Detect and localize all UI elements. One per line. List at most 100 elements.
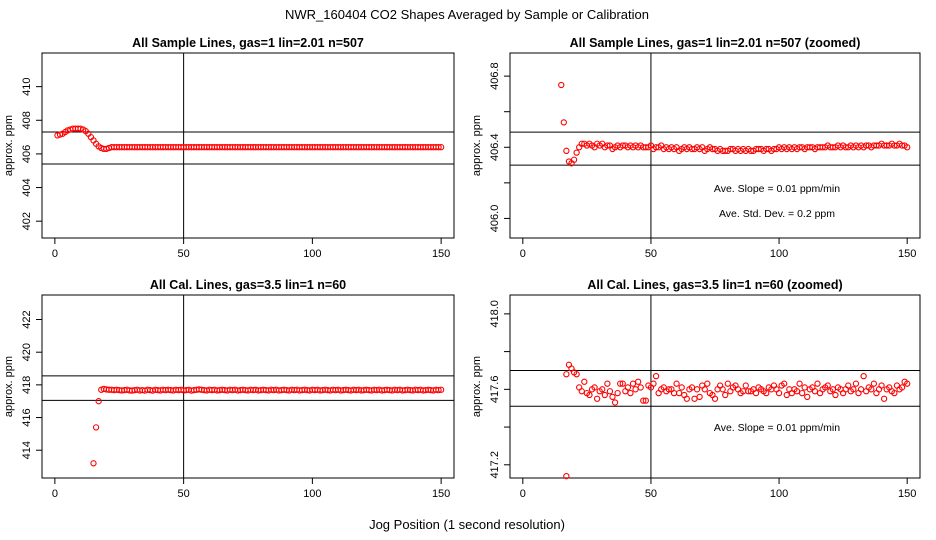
data-point — [824, 382, 831, 389]
data-point — [665, 386, 673, 393]
data-point — [604, 142, 611, 149]
data-point — [586, 391, 593, 399]
x-tick-label: 50 — [178, 248, 190, 260]
data-point — [868, 386, 875, 393]
data-point — [581, 378, 588, 385]
panels: All Sample Lines, gas=1 lin=2.01 n=507 0 5… — [3, 36, 921, 500]
data-point — [696, 393, 703, 401]
data-point — [829, 386, 837, 393]
data-point — [860, 372, 867, 380]
data-point — [904, 144, 911, 151]
data-point — [624, 384, 632, 391]
y-axis-label: approx. ppm — [471, 115, 483, 176]
y-tick-label: 410 — [21, 77, 33, 95]
data-point — [845, 382, 852, 389]
data-point — [678, 384, 685, 391]
x-tick-label: 0 — [52, 488, 58, 500]
data-point — [811, 388, 819, 395]
data-point — [570, 156, 578, 163]
x-tick-label: 0 — [520, 248, 526, 260]
data-point — [675, 389, 683, 397]
data-point — [804, 393, 811, 401]
data-point — [673, 380, 680, 387]
data-point — [711, 395, 719, 402]
y-tick-label: 406 — [21, 145, 33, 163]
data-point — [857, 386, 865, 393]
x-tick-label: 100 — [303, 488, 321, 500]
data-point — [578, 388, 585, 395]
data-point — [599, 386, 606, 393]
data-point — [640, 397, 647, 404]
data-point — [691, 395, 698, 402]
data-point — [796, 380, 803, 387]
panel-title: All Sample Lines, gas=1 lin=2.01 n=507 — [132, 36, 364, 50]
data-point — [814, 380, 821, 387]
data-point — [880, 395, 888, 402]
data-point — [904, 380, 911, 387]
data-point — [614, 389, 621, 397]
y-tick-label: 417.6 — [489, 376, 501, 404]
data-point — [435, 386, 442, 394]
data-point — [591, 384, 598, 391]
x-tick-label: 0 — [52, 248, 58, 260]
plot-frame — [41, 294, 455, 479]
data-point — [637, 384, 644, 391]
y-tick-label: 416 — [21, 408, 33, 426]
data-point — [704, 380, 711, 387]
data-point — [90, 460, 97, 467]
data-point — [563, 371, 570, 378]
data-point — [781, 380, 788, 387]
y-tick-label: 418 — [21, 376, 33, 394]
panel-1: All Sample Lines, gas=1 lin=2.01 n=507 0 5… — [3, 36, 455, 260]
panel-title: All Sample Lines, gas=1 lin=2.01 n=507 (… — [570, 36, 861, 50]
y-axis-label: approx. ppm — [3, 115, 15, 176]
data-point — [573, 149, 580, 156]
data-point — [801, 384, 808, 391]
data-point — [652, 372, 660, 380]
panel-title: All Cal. Lines, gas=3.5 lin=1 n=60 — [150, 278, 346, 292]
data-point — [745, 388, 752, 395]
data-point — [606, 388, 614, 395]
data-series — [54, 125, 445, 153]
data-point — [437, 144, 445, 151]
y-tick-label: 414 — [21, 441, 33, 459]
y-tick-label: 408 — [21, 111, 33, 129]
data-point — [604, 380, 611, 387]
data-point — [783, 391, 790, 399]
data-point — [558, 81, 565, 89]
y-axis-label: approx. ppm — [471, 356, 483, 417]
data-point — [852, 380, 860, 387]
data-point — [891, 389, 898, 397]
panel-annotation: Ave. Std. Dev. = 0.2 ppm — [719, 208, 835, 220]
data-point — [650, 380, 657, 387]
y-tick-label: 404 — [21, 178, 33, 196]
x-tick-label: 150 — [432, 248, 450, 260]
data-point — [609, 393, 616, 401]
data-point — [724, 380, 731, 387]
y-tick-label: 406.8 — [489, 62, 501, 90]
data-point — [832, 391, 839, 399]
panel-annotation: Ave. Slope = 0.01 ppm/min — [714, 183, 840, 195]
data-point — [563, 147, 570, 154]
plot-frame — [41, 52, 455, 239]
plot-frame — [509, 294, 921, 479]
data-point — [629, 380, 637, 387]
data-point — [870, 380, 878, 387]
panel-3: All Cal. Lines, gas=3.5 lin=1 n=60 0 50 100… — [3, 278, 455, 500]
data-point — [437, 386, 445, 393]
data-point — [634, 378, 642, 385]
data-point — [722, 391, 729, 399]
data-point — [611, 399, 619, 406]
y-tick-label: 422 — [21, 310, 33, 328]
y-tick-label: 402 — [21, 212, 33, 230]
figure-title: NWR_160404 CO2 Shapes Averaged by Sample… — [285, 7, 649, 22]
data-point — [642, 397, 649, 404]
data-point — [693, 386, 701, 393]
x-tick-label: 50 — [178, 488, 190, 500]
data-point — [798, 389, 806, 397]
data-point — [683, 395, 690, 402]
x-tick-label: 150 — [898, 488, 916, 500]
data-series — [90, 385, 445, 467]
x-tick-label: 150 — [898, 248, 916, 260]
data-point — [763, 389, 770, 397]
